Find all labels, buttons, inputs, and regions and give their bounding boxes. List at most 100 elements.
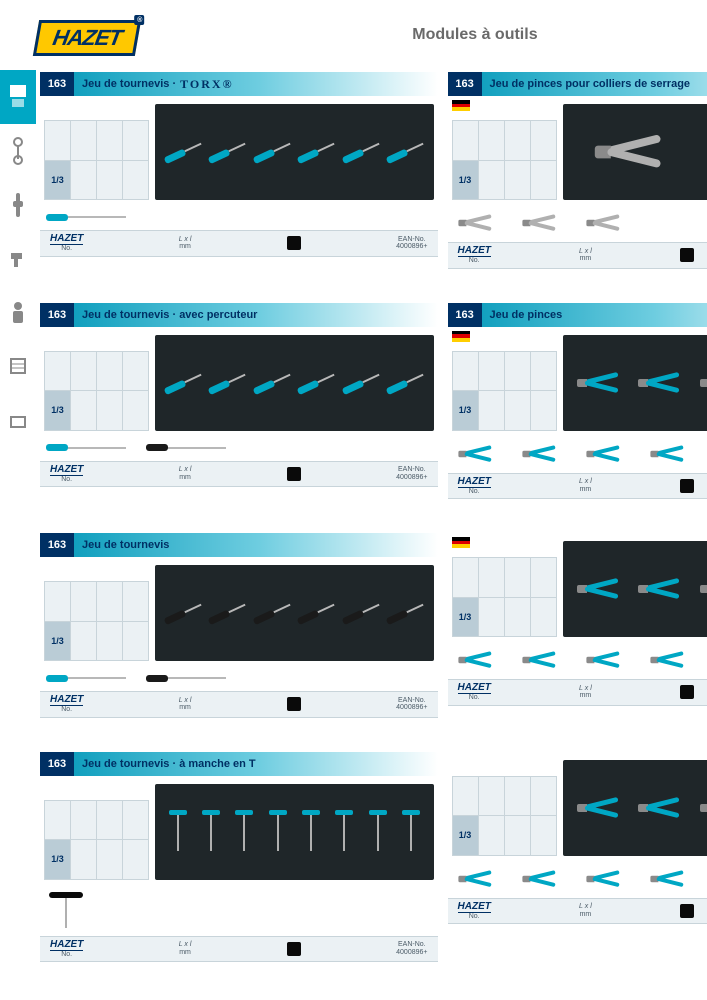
spec-table: 1/3 <box>452 776 557 856</box>
page: HAZET ® Modules à outils 163Jeu de tourn… <box>0 0 707 1000</box>
info-brand: HAZETNo. <box>50 695 83 714</box>
tool-thumb <box>46 214 126 220</box>
info-brand: HAZETNo. <box>50 465 83 484</box>
product-image <box>563 541 707 637</box>
info-icon <box>680 904 694 918</box>
tool-thumb <box>522 650 557 671</box>
sidebar-item-cart[interactable] <box>0 340 36 394</box>
module-number: 163 <box>40 752 74 776</box>
sidebar-item-wrench[interactable] <box>0 124 36 178</box>
info-dim: L x lmm <box>579 903 592 918</box>
logo-text: HAZET ® <box>33 20 142 56</box>
module-body: 1/3 <box>40 96 438 206</box>
spec-table: 1/3 <box>44 351 149 431</box>
module-title: Jeu de tournevis · à manche en T <box>74 758 256 770</box>
info-dim: L x lmm <box>579 685 592 700</box>
info-icon <box>287 697 301 711</box>
module-number: 163 <box>40 303 74 327</box>
tool-thumb <box>650 443 685 464</box>
module-body: 1/3 <box>40 557 438 667</box>
spec-row-label: 1/3 <box>45 160 71 200</box>
module-number: 163 <box>40 72 74 96</box>
module-body: 1/3 <box>40 776 438 886</box>
product-module: 1/3 HAZETNo.L x lmmEAN-No.4000896+ <box>448 752 707 993</box>
info-dim: L x lmm <box>579 478 592 493</box>
registered-mark: ® <box>135 15 145 25</box>
info-bar: HAZETNo.L x lmmEAN-No.4000896+ <box>448 679 707 706</box>
product-module: 163Jeu de pinces pour colliers de serrag… <box>448 72 707 299</box>
tool-thumb <box>586 868 621 889</box>
flag-germany-icon <box>452 537 470 548</box>
tool-thumb <box>522 868 557 889</box>
worker-icon <box>8 299 28 327</box>
module-header: 163Jeu de tournevis · TORX® <box>40 72 438 96</box>
module-body: 1/3 <box>448 327 707 437</box>
tool-thumb <box>458 443 493 464</box>
info-icon <box>287 942 301 956</box>
info-icon <box>680 479 694 493</box>
spec-table: 1/3 <box>44 581 149 661</box>
tool-thumb <box>46 675 126 681</box>
module-number: 163 <box>40 533 74 557</box>
info-bar: HAZETNo.L x lmmEAN-No.4000896+ <box>40 461 438 488</box>
info-bar: HAZETNo.L x lmmEAN-No.4000896+ <box>448 473 707 500</box>
info-icon <box>680 248 694 262</box>
tool-thumb <box>458 650 493 671</box>
info-ean: EAN-No.4000896+ <box>396 941 427 956</box>
product-image <box>155 784 434 880</box>
tool-strip <box>448 206 707 242</box>
info-bar: HAZETNo.L x lmmEAN-No.4000896+ <box>40 691 438 718</box>
tool-strip <box>448 862 707 898</box>
tool-strip <box>448 437 707 473</box>
info-brand: HAZETNo. <box>50 234 83 253</box>
sidebar-item-socket[interactable] <box>0 178 36 232</box>
socket-icon <box>8 191 28 219</box>
module-header: 163Jeu de tournevis <box>40 533 438 557</box>
module-title: Jeu de pinces pour colliers de serrage <box>482 78 691 90</box>
module-title: Jeu de tournevis <box>74 539 169 551</box>
spec-row-label: 1/3 <box>452 597 478 637</box>
product-module: 163Jeu de tournevis 1/3HAZETNo.L x lmmEA… <box>40 533 438 748</box>
spec-row-label: 1/3 <box>45 391 71 431</box>
module-number: 163 <box>448 72 482 96</box>
tool-thumb <box>650 868 685 889</box>
info-brand: HAZETNo. <box>458 683 491 702</box>
sidebar-item-worker[interactable] <box>0 286 36 340</box>
sidebar-item-box[interactable] <box>0 394 36 448</box>
tool-thumb <box>522 443 557 464</box>
module-body: 1/3 <box>448 752 707 862</box>
cart-icon <box>8 353 28 381</box>
tool-thumb <box>46 890 86 930</box>
sidebar-item-drill[interactable] <box>0 232 36 286</box>
info-bar: HAZETNo.L x lmmEAN-No.4000896+ <box>448 898 707 925</box>
tool-strip <box>40 437 438 461</box>
spec-table: 1/3 <box>452 120 557 200</box>
module-header: 163Jeu de pinces <box>448 303 707 327</box>
info-bar: HAZETNo.L x lmmEAN-No.4000896+ <box>40 230 438 257</box>
sidebar-item-cabinet[interactable] <box>0 70 36 124</box>
module-header: 163Jeu de pinces pour colliers de serrag… <box>448 72 707 96</box>
info-brand: HAZETNo. <box>458 246 491 265</box>
page-header: HAZET ® Modules à outils <box>36 0 707 70</box>
spec-row-label: 1/3 <box>45 840 71 880</box>
product-image <box>155 565 434 661</box>
info-bar: HAZETNo.L x lmmEAN-No.4000896+ <box>40 936 438 963</box>
wrench-icon <box>8 137 28 165</box>
info-icon <box>287 467 301 481</box>
spec-table: 1/3 <box>452 351 557 431</box>
page-title: Modules à outils <box>178 26 707 44</box>
category-sidebar <box>0 0 36 1000</box>
module-number: 163 <box>448 303 482 327</box>
tool-thumb <box>46 445 126 451</box>
tool-strip <box>40 886 438 936</box>
tool-thumb <box>146 445 226 451</box>
info-icon <box>680 685 694 699</box>
product-module: 163Jeu de tournevis · à manche en T 1/3H… <box>40 752 438 993</box>
spec-table: 1/3 <box>44 120 149 200</box>
info-dim: L x lmm <box>179 941 192 956</box>
product-module: 163Jeu de tournevis · avec percuteur 1/3… <box>40 303 438 530</box>
info-dim: L x lmm <box>579 248 592 263</box>
module-body: 1/3 <box>448 533 707 643</box>
brand-suffix: TORX® <box>180 77 233 92</box>
info-dim: L x lmm <box>179 697 192 712</box>
